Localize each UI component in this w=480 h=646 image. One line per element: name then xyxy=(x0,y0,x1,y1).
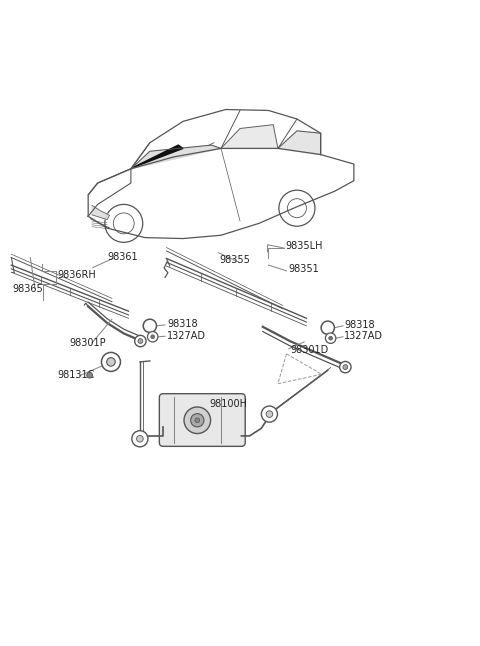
Text: 98365: 98365 xyxy=(12,284,43,294)
Text: 98318: 98318 xyxy=(344,320,375,330)
Circle shape xyxy=(325,333,336,344)
Circle shape xyxy=(321,321,335,335)
Circle shape xyxy=(191,413,204,427)
Circle shape xyxy=(138,339,143,344)
Polygon shape xyxy=(133,145,183,167)
Circle shape xyxy=(329,337,333,340)
Polygon shape xyxy=(131,145,221,169)
Circle shape xyxy=(151,335,155,339)
Text: 98100H: 98100H xyxy=(210,399,248,409)
Circle shape xyxy=(340,361,351,373)
Circle shape xyxy=(107,358,115,366)
Circle shape xyxy=(266,411,273,417)
Polygon shape xyxy=(221,125,278,149)
Text: 98131C: 98131C xyxy=(58,370,95,380)
Text: 98351: 98351 xyxy=(288,264,319,275)
Polygon shape xyxy=(278,131,321,154)
Circle shape xyxy=(101,353,120,371)
Circle shape xyxy=(87,372,93,378)
Text: 98361: 98361 xyxy=(107,251,138,262)
Circle shape xyxy=(135,335,146,347)
Text: 98318: 98318 xyxy=(167,319,198,329)
FancyBboxPatch shape xyxy=(159,393,245,446)
Circle shape xyxy=(343,365,348,370)
Text: 98355: 98355 xyxy=(219,255,250,266)
Circle shape xyxy=(147,331,158,342)
Text: 98301P: 98301P xyxy=(69,338,106,348)
Circle shape xyxy=(184,407,211,433)
Circle shape xyxy=(261,406,277,422)
Text: 1327AD: 1327AD xyxy=(167,331,206,341)
Text: 9836RH: 9836RH xyxy=(57,269,96,280)
Circle shape xyxy=(137,435,143,442)
Text: 1327AD: 1327AD xyxy=(344,331,384,341)
Circle shape xyxy=(132,431,148,447)
Text: 9835LH: 9835LH xyxy=(286,241,323,251)
Text: 98301D: 98301D xyxy=(290,344,328,355)
Circle shape xyxy=(195,418,200,422)
Circle shape xyxy=(143,319,156,333)
Polygon shape xyxy=(92,205,109,220)
